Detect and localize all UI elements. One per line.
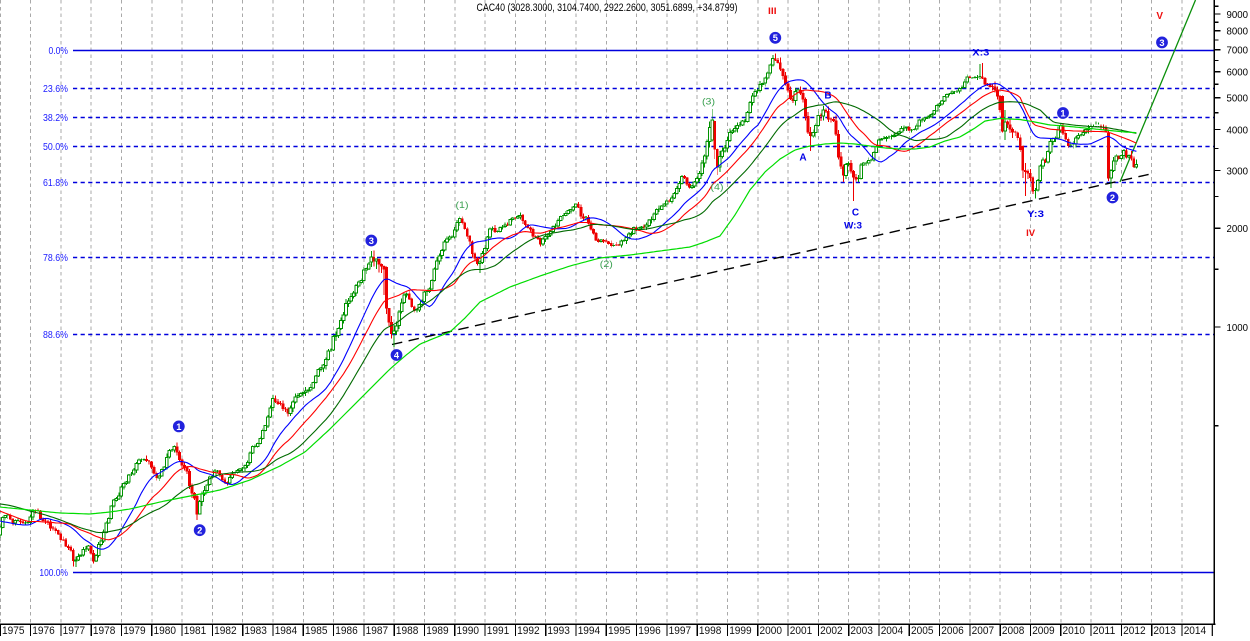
svg-text:0.0%: 0.0% [49,45,69,57]
svg-text:1975: 1975 [2,625,25,636]
svg-text:23.6%: 23.6% [43,83,68,95]
svg-text:2: 2 [1110,193,1115,203]
svg-text:2001: 2001 [790,625,813,636]
svg-text:2005: 2005 [911,625,934,636]
svg-text:2014: 2014 [1184,625,1207,636]
svg-text:CAC40 (3028.3000, 3104.7400, 2: CAC40 (3028.3000, 3104.7400, 2922.2600, … [477,2,738,14]
svg-text:1983: 1983 [244,625,267,636]
svg-text:W:3: W:3 [844,221,862,232]
svg-text:2012: 2012 [1123,625,1146,636]
svg-text:1: 1 [1060,108,1065,118]
svg-text:7000: 7000 [1227,45,1249,57]
svg-text:2006: 2006 [941,625,964,636]
svg-text:1989: 1989 [426,625,449,636]
svg-text:X:3: X:3 [972,48,989,59]
svg-text:1998: 1998 [699,625,722,636]
svg-text:5000: 5000 [1227,93,1249,105]
svg-text:C: C [852,207,859,218]
svg-text:4: 4 [394,350,400,360]
svg-text:1997: 1997 [669,625,692,636]
svg-text:1991: 1991 [487,625,510,636]
svg-text:1988: 1988 [396,625,419,636]
svg-text:1987: 1987 [366,625,389,636]
svg-text:A: A [799,153,806,164]
svg-text:1990: 1990 [457,625,480,636]
svg-text:2002: 2002 [820,625,843,636]
svg-text:1992: 1992 [517,625,540,636]
svg-text:1981: 1981 [184,625,207,636]
svg-text:1979: 1979 [123,625,146,636]
svg-text:1993: 1993 [547,625,570,636]
svg-text:1980: 1980 [154,625,177,636]
svg-text:61.8%: 61.8% [43,177,68,189]
svg-text:2011: 2011 [1093,625,1116,636]
svg-text:6000: 6000 [1227,67,1249,79]
svg-text:V: V [1156,11,1163,22]
svg-text:(1): (1) [456,200,469,211]
svg-text:1984: 1984 [275,625,298,636]
svg-text:78.6%: 78.6% [43,252,68,264]
svg-text:2009: 2009 [1032,625,1055,636]
svg-text:9000: 9000 [1227,9,1249,21]
svg-text:B: B [824,90,831,101]
svg-text:1995: 1995 [608,625,631,636]
svg-text:III: III [768,6,777,17]
svg-text:2007: 2007 [972,625,995,636]
svg-text:1999: 1999 [729,625,752,636]
svg-text:1977: 1977 [63,625,86,636]
svg-text:1994: 1994 [578,625,601,636]
svg-text:3: 3 [1159,38,1164,48]
svg-text:3000: 3000 [1227,165,1249,177]
svg-text:2004: 2004 [881,625,904,636]
svg-text:1000: 1000 [1227,322,1249,334]
svg-text:(3): (3) [702,97,715,108]
svg-text:1985: 1985 [305,625,328,636]
svg-text:2000: 2000 [1227,223,1249,235]
svg-text:1996: 1996 [638,625,661,636]
svg-text:2013: 2013 [1153,625,1176,636]
svg-text:1: 1 [176,422,181,432]
svg-text:1978: 1978 [93,625,116,636]
svg-text:2000: 2000 [760,625,783,636]
svg-text:4000: 4000 [1227,124,1249,136]
svg-text:100.0%: 100.0% [39,567,68,579]
svg-text:IV: IV [1026,228,1036,239]
svg-text:88.6%: 88.6% [43,329,68,341]
svg-text:(2): (2) [600,259,613,270]
svg-text:5: 5 [773,33,778,43]
svg-text:2003: 2003 [850,625,873,636]
svg-text:Y:3: Y:3 [1027,209,1044,220]
svg-text:2008: 2008 [1002,625,1025,636]
svg-text:1986: 1986 [335,625,358,636]
svg-text:2010: 2010 [1063,625,1086,636]
svg-text:3: 3 [369,236,374,246]
svg-text:1976: 1976 [32,625,55,636]
svg-text:1982: 1982 [214,625,237,636]
svg-text:8000: 8000 [1227,26,1249,38]
svg-text:2: 2 [197,526,202,536]
svg-text:50.0%: 50.0% [43,141,68,153]
svg-text:(4): (4) [711,182,724,193]
svg-text:38.2%: 38.2% [43,112,68,124]
